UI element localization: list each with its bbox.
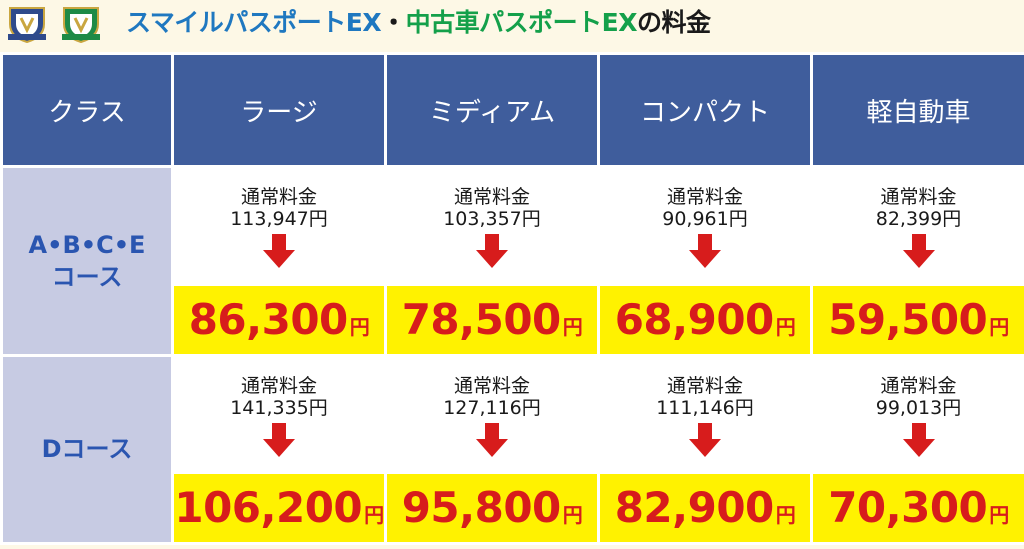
emblem-logo	[58, 4, 104, 44]
regular-price-value: 113,947円	[174, 208, 384, 230]
regular-price-value: 127,116円	[387, 397, 597, 419]
sale-price-unit: 円	[364, 503, 384, 527]
page-header: スマイルパスポートEX・中古車パスポートEXの料金	[0, 0, 1024, 48]
down-arrow-icon	[902, 234, 936, 268]
header-compact: コンパクト	[599, 54, 812, 167]
down-arrow-icon	[262, 423, 296, 457]
header-medium: ミディアム	[386, 54, 599, 167]
emblem-logo	[4, 4, 50, 44]
regular-price-label: 通常料金	[600, 186, 810, 208]
regular-price-label: 通常料金	[813, 375, 1024, 397]
sale-price-value: 70,300	[828, 483, 987, 532]
title-separator: ・	[381, 8, 406, 37]
sale-price-unit: 円	[350, 315, 370, 339]
row-label-line1: Dコース	[3, 433, 171, 465]
regular-price-block: 通常料金 99,013円	[813, 375, 1024, 419]
regular-price-block: 通常料金 111,146円	[600, 375, 810, 419]
title-smile-passport: スマイルパスポートEX	[126, 8, 381, 37]
sale-price-value: 82,900	[615, 483, 774, 532]
sale-price-value: 95,800	[402, 483, 561, 532]
sale-price-value: 59,500	[828, 295, 987, 344]
regular-price-value: 141,335円	[174, 397, 384, 419]
sale-price-value: 78,500	[402, 295, 561, 344]
regular-price-value: 103,357円	[387, 208, 597, 230]
regular-price-block: 通常料金 113,947円	[174, 186, 384, 230]
regular-price-value: 99,013円	[813, 397, 1024, 419]
page-title: スマイルパスポートEX・中古車パスポートEXの料金	[126, 6, 711, 40]
down-arrow-icon	[475, 423, 509, 457]
regular-price-value: 90,961円	[600, 208, 810, 230]
down-arrow-icon	[262, 234, 296, 268]
header-row: クラス ラージ ミディアム コンパクト 軽自動車	[2, 54, 1024, 167]
regular-price-label: 通常料金	[600, 375, 810, 397]
regular-price-label: 通常料金	[813, 186, 1024, 208]
regular-price-label: 通常料金	[387, 375, 597, 397]
row-label-abce-course: A•B•C•E コース	[2, 167, 173, 356]
sale-price-unit: 円	[776, 315, 796, 339]
price-table: クラス ラージ ミディアム コンパクト 軽自動車 A•B•C•E コース 通常料…	[0, 52, 1024, 545]
down-arrow-icon	[688, 423, 722, 457]
down-arrow-icon	[475, 234, 509, 268]
down-arrow-icon	[688, 234, 722, 268]
row-label-line2: コース	[3, 261, 171, 293]
sale-price-value: 68,900	[615, 295, 774, 344]
row-label-line1: A•B•C•E	[3, 229, 171, 261]
title-used-car-passport: 中古車パスポートEX	[406, 8, 637, 37]
sale-price-unit: 円	[563, 315, 583, 339]
sale-price-unit: 円	[776, 503, 796, 527]
sale-price-value: 106,200	[174, 483, 362, 532]
regular-price-value: 82,399円	[813, 208, 1024, 230]
regular-price-block: 通常料金 82,399円	[813, 186, 1024, 230]
down-arrow-icon	[902, 423, 936, 457]
regular-price-value: 111,146円	[600, 397, 810, 419]
sale-price-value: 86,300	[189, 295, 348, 344]
sale-price-unit: 円	[989, 315, 1009, 339]
regular-price-block: 通常料金 90,961円	[600, 186, 810, 230]
regular-price-block: 通常料金 103,357円	[387, 186, 597, 230]
row-label-d-course: Dコース	[2, 355, 173, 544]
regular-price-block: 通常料金 127,116円	[387, 375, 597, 419]
sale-price-unit: 円	[563, 503, 583, 527]
header-kei-car: 軽自動車	[812, 54, 1024, 167]
regular-price-block: 通常料金 141,335円	[174, 375, 384, 419]
title-suffix: の料金	[637, 8, 711, 37]
header-class: クラス	[2, 54, 173, 167]
regular-price-label: 通常料金	[174, 186, 384, 208]
sale-price-unit: 円	[989, 503, 1009, 527]
regular-price-label: 通常料金	[174, 375, 384, 397]
header-large: ラージ	[173, 54, 386, 167]
regular-price-label: 通常料金	[387, 186, 597, 208]
